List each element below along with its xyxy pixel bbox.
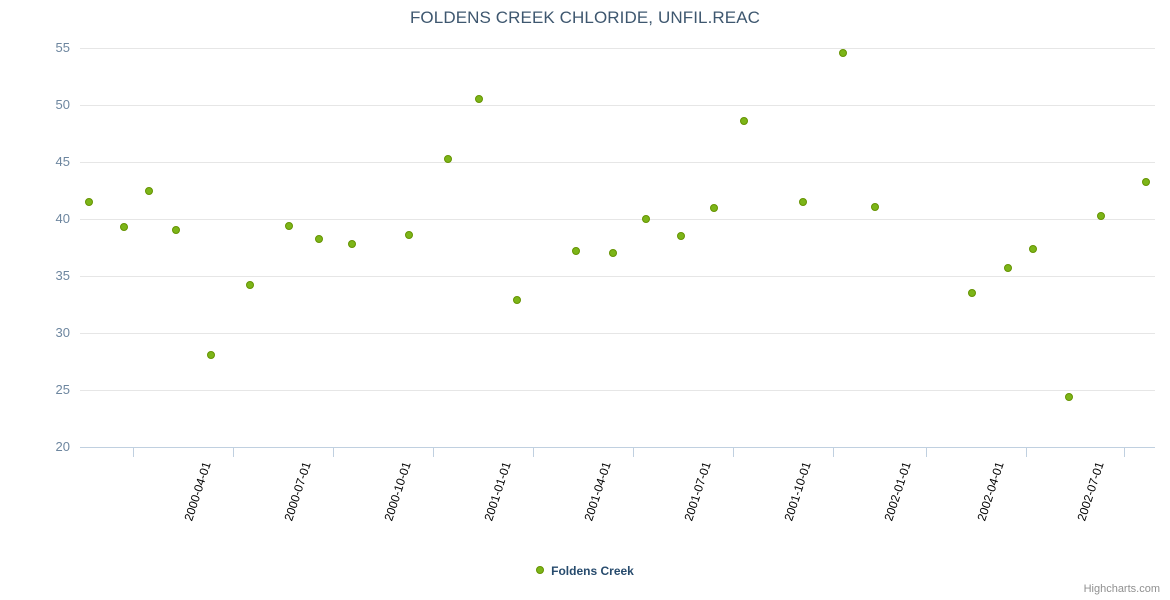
x-axis-tick-label: 2002-01-01 <box>881 460 914 523</box>
x-axis-tick <box>733 448 734 457</box>
data-point[interactable] <box>405 231 413 239</box>
x-axis-tick-label: 2001-10-01 <box>781 460 814 523</box>
chart-legend[interactable]: Foldens Creek <box>0 563 1170 578</box>
credits-link[interactable]: Highcharts.com <box>1083 583 1160 595</box>
x-axis-tick <box>1026 448 1027 457</box>
chart-title: FOLDENS CREEK CHLORIDE, UNFIL.REAC <box>409 8 761 27</box>
data-point[interactable] <box>968 289 976 297</box>
x-axis-tick-label: 2000-07-01 <box>281 460 314 523</box>
y-axis-tick-label: 35 <box>55 268 70 283</box>
y-axis-tick-label: 25 <box>55 382 70 397</box>
x-axis-tick <box>433 448 434 457</box>
data-point[interactable] <box>444 155 452 163</box>
gridline <box>80 48 1155 49</box>
data-point[interactable] <box>246 281 254 289</box>
y-axis-tick-label: 55 <box>55 40 70 55</box>
data-point[interactable] <box>172 226 180 234</box>
data-point[interactable] <box>207 351 215 359</box>
data-point[interactable] <box>740 117 748 125</box>
data-point[interactable] <box>85 198 93 206</box>
data-point[interactable] <box>120 223 128 231</box>
data-point[interactable] <box>839 49 847 57</box>
x-axis-tick <box>233 448 234 457</box>
x-axis-tick <box>333 448 334 457</box>
data-point[interactable] <box>1029 245 1037 253</box>
data-point[interactable] <box>799 198 807 206</box>
gridline <box>80 219 1155 220</box>
data-point[interactable] <box>1065 393 1073 401</box>
data-point[interactable] <box>572 247 580 255</box>
legend-marker-icon <box>536 565 545 574</box>
x-axis-tick-label: 2000-10-01 <box>381 460 414 523</box>
gridline <box>80 162 1155 163</box>
x-axis-tick-label: 2001-04-01 <box>581 460 614 523</box>
data-point[interactable] <box>609 249 617 257</box>
data-point[interactable] <box>285 222 293 230</box>
data-point[interactable] <box>513 296 521 304</box>
x-axis-tick <box>533 448 534 457</box>
legend-item-label[interactable]: Foldens Creek <box>551 563 634 578</box>
x-axis-tick-label: 2000-04-01 <box>181 460 214 523</box>
data-point[interactable] <box>677 232 685 240</box>
y-axis-tick-label: 50 <box>55 97 70 112</box>
data-point[interactable] <box>315 235 323 243</box>
gridline <box>80 276 1155 277</box>
y-axis-tick-label: 30 <box>55 325 70 340</box>
data-point[interactable] <box>475 95 483 103</box>
data-point[interactable] <box>871 203 879 211</box>
y-axis-tick-label: 20 <box>55 439 70 454</box>
gridline <box>80 390 1155 391</box>
y-axis-tick-label: 40 <box>55 211 70 226</box>
x-axis-tick <box>633 448 634 457</box>
x-axis-tick-label: 2002-07-01 <box>1074 460 1107 523</box>
gridline <box>80 333 1155 334</box>
x-axis-tick <box>926 448 927 457</box>
data-point[interactable] <box>1004 264 1012 272</box>
data-point[interactable] <box>642 215 650 223</box>
x-axis-tick <box>1124 448 1125 457</box>
data-point[interactable] <box>710 204 718 212</box>
y-axis-tick-label: 45 <box>55 154 70 169</box>
x-axis-tick-label: 2001-07-01 <box>681 460 714 523</box>
data-point[interactable] <box>1142 178 1150 186</box>
data-point[interactable] <box>145 187 153 195</box>
plot-area <box>80 48 1155 448</box>
data-point[interactable] <box>348 240 356 248</box>
x-axis-tick-label: 2001-01-01 <box>481 460 514 523</box>
x-axis-tick <box>833 448 834 457</box>
x-axis-tick-label: 2002-04-01 <box>974 460 1007 523</box>
gridline <box>80 105 1155 106</box>
data-point[interactable] <box>1097 212 1105 220</box>
x-axis-line <box>80 447 1155 448</box>
x-axis-tick <box>133 448 134 457</box>
